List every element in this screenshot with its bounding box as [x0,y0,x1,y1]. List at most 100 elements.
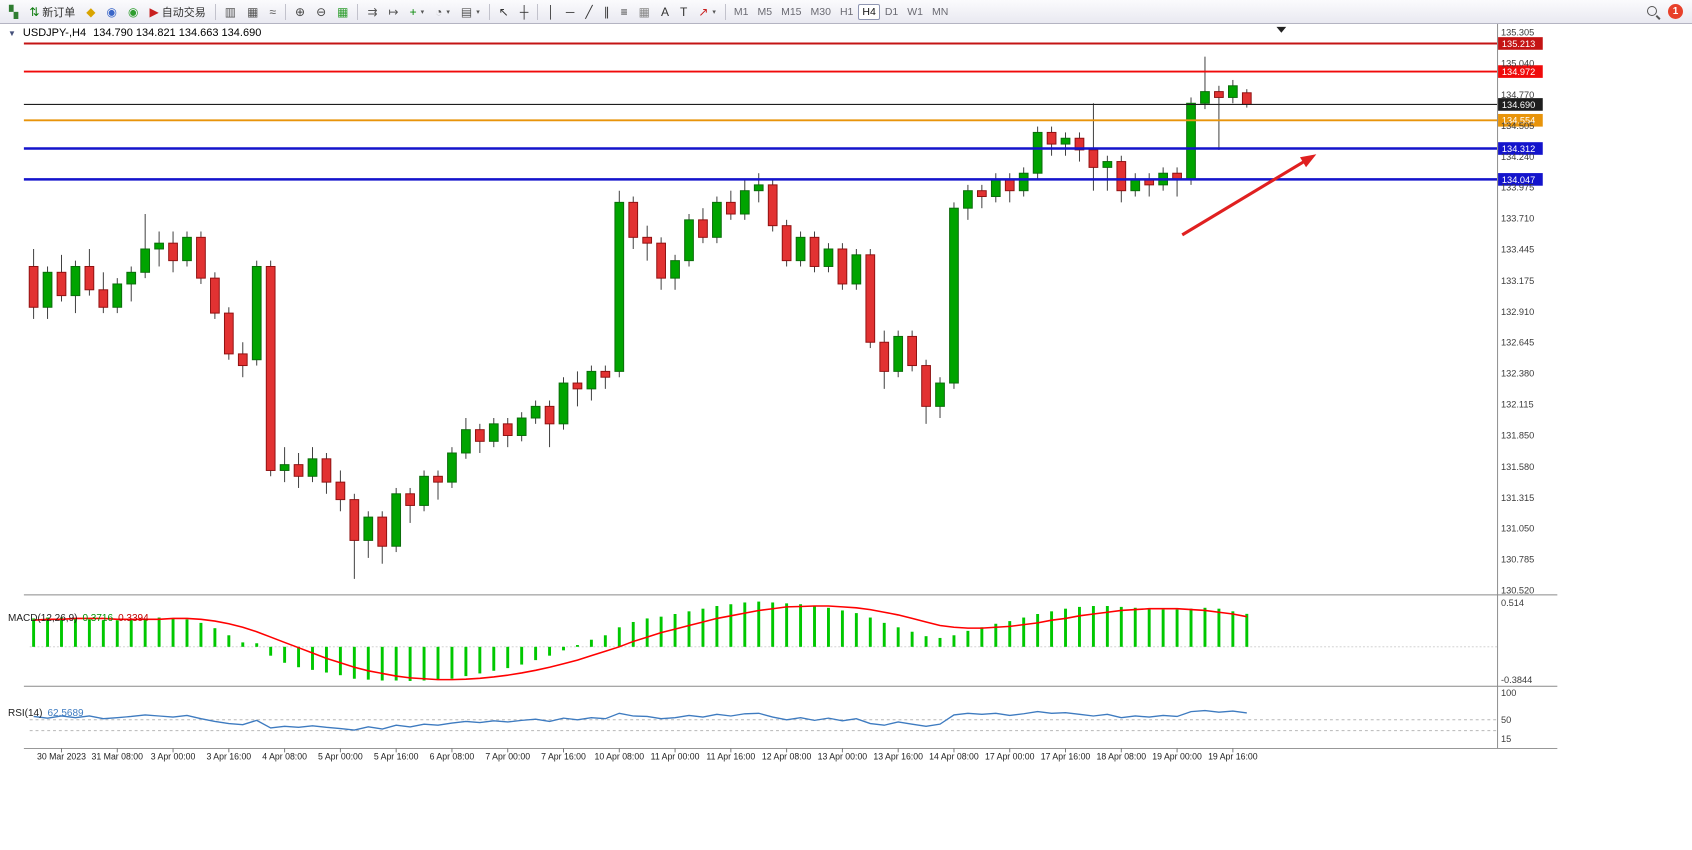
macd-bar [645,618,649,647]
tile-windows-icon-glyph: ▦ [337,4,349,19]
search-icon[interactable] [1646,5,1660,19]
chart-shift-icon[interactable]: ↦ [384,3,404,21]
candle-up [1200,91,1210,104]
macd-bar [227,635,231,647]
tf-m1[interactable]: M1 [733,5,749,18]
tf-m15[interactable]: M15 [781,5,802,18]
rsi-scale-label: 15 [1501,734,1511,744]
crosshair-icon[interactable]: ┼ [515,3,534,21]
candle-up [42,271,53,308]
time-axis-label: 11 Apr 16:00 [706,752,755,762]
community-icon[interactable]: ◉ [123,3,143,21]
new-order-icon: ⇅ [29,4,40,19]
price-axis-label: 131.850 [1501,430,1534,440]
navigator-icon[interactable]: ◉ [102,3,122,21]
time-axis-label: 7 Apr 00:00 [485,752,530,762]
macd-bar [785,603,789,647]
candle-down [474,429,485,442]
rsi-indicator-label: RSI(14) 62.5689 [8,708,84,719]
macd-bar [1161,609,1165,647]
trendline-icon[interactable]: ╱ [580,3,597,21]
tf-w1[interactable]: W1 [907,5,924,18]
notification-badge[interactable]: 1 [1668,4,1683,19]
zoom-in-icon[interactable]: ⊕ [290,3,310,21]
autotrading-button-label: 自动交易 [161,6,206,19]
template-icon[interactable]: ▤ ▾ [456,3,485,21]
macd-bar [394,646,398,681]
indicators-icon[interactable]: + ▾ [405,3,430,21]
macd-bar [46,617,50,647]
time-axis-label: 3 Apr 00:00 [151,752,196,762]
macd-bar [199,622,203,647]
candle-up [795,236,806,262]
zoom-out-icon-glyph: ⊖ [316,4,327,19]
bar-chart-icon-glyph: ▥ [224,4,237,19]
chart-plot-background[interactable] [23,24,1669,827]
autotrading-button[interactable]: ▶ 自动交易 [145,1,211,23]
fibonacci-icon[interactable]: ≡ [616,3,633,21]
chevron-down-icon: ▾ [476,8,480,16]
macd-bar [701,608,705,647]
macd-bar [771,602,775,647]
line-chart-icon[interactable]: ≈ [264,3,281,21]
arrows-icon[interactable]: ↗ ▾ [693,3,721,21]
macd-bar [87,619,91,647]
horizontal-line-icon[interactable]: ─ [561,3,580,21]
channel-icon[interactable]: ∥ [599,3,615,21]
candle-up [1060,137,1071,145]
candle-down [405,493,415,506]
candle-down [1241,92,1252,105]
macd-bar [115,620,119,647]
price-axis-label: 132.115 [1501,400,1534,410]
chart-shift-marker-icon[interactable] [1276,26,1287,33]
symbol-dropdown-icon[interactable]: ▼ [8,28,16,38]
macd-bar [1175,609,1179,647]
candlestick-chart-icon[interactable]: ▦ [242,3,263,21]
macd-bar [729,604,733,647]
text-icon[interactable]: A [656,3,674,21]
trend-arrow-line[interactable] [1181,157,1309,237]
market-watch-icon-glyph: ◆ [86,4,96,19]
chart-window-icon[interactable]: ▚ [4,3,23,21]
candle-down [725,201,736,215]
tile-windows-icon[interactable]: ▦ [332,3,353,21]
macd-bar [757,601,761,647]
tf-mn[interactable]: MN [932,5,949,18]
tf-h4[interactable]: H4 [858,3,880,20]
toolbar-items: ▚ ⇅ 新订单 ◆ ◉ ◉ ▶ 自动交易 ▥ ▦ ≈ ⊕ ⊖ ▦ ⇉ ↦ + ▾ ◔ ▾ ▤ ▾ ↖ ┼ │ ─ ╱ ∥ ≡ ▦ A T ↗ ▾ M… [4,1,952,23]
candle-up [516,417,527,436]
macd-scale-top: 0.514 [1501,598,1524,608]
candle-up [1186,102,1196,180]
time-axis-label: 10 Apr 08:00 [595,752,645,762]
toolbar-separator [357,3,359,20]
grid-icon[interactable]: ▦ [634,3,655,21]
tf-d1[interactable]: D1 [884,5,899,18]
tf-h1[interactable]: H1 [839,5,854,18]
macd-bar [1231,611,1235,647]
vertical-line-icon[interactable]: │ [542,3,560,21]
arrows-icon-glyph: ↗ [698,4,709,19]
auto-scroll-icon[interactable]: ⇉ [362,3,382,21]
macd-bar [938,637,942,647]
time-axis-label: 3 Apr 16:00 [206,752,251,762]
trend-arrow-head[interactable] [1300,154,1317,168]
macd-bar [868,617,872,647]
label-icon[interactable]: T [675,3,692,21]
market-watch-icon[interactable]: ◆ [81,3,100,21]
horizontal-line-icon-glyph: ─ [565,4,575,19]
candle-up [530,405,541,419]
cursor-icon[interactable]: ↖ [494,3,514,21]
macd-bar [352,646,356,679]
navigator-icon-glyph: ◉ [106,4,118,19]
price-axis-label: 135.305 [1501,28,1534,38]
zoom-out-icon[interactable]: ⊖ [311,3,331,21]
new-order-button[interactable]: ⇅ 新订单 [24,1,80,23]
macd-bar [1050,611,1054,647]
tf-m5[interactable]: M5 [757,5,773,18]
period-icon[interactable]: ◔ ▾ [430,3,455,21]
chart-window[interactable]: 135.213 134.972 134.690 134.554 134.312 134.0… [0,24,1692,850]
bar-chart-icon[interactable]: ▥ [220,3,241,21]
macd-bar [966,630,970,647]
tf-m30[interactable]: M30 [810,5,831,18]
macd-bar [1078,606,1081,647]
